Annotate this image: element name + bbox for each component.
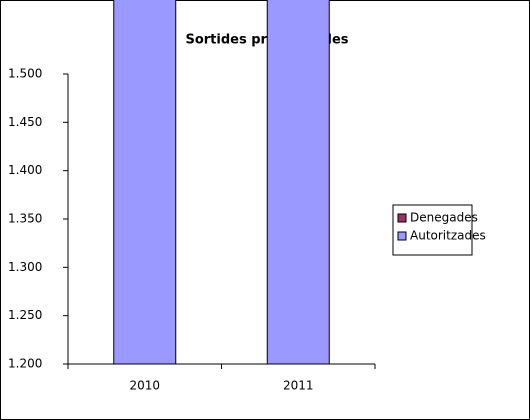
bar-segment (266, 0, 330, 365)
y-tick-label: 1.500 (8, 67, 42, 81)
bar-segment (113, 0, 177, 365)
y-tick-label: 1.250 (8, 308, 42, 322)
y-tick-label: 1.300 (8, 260, 42, 274)
legend-box (392, 204, 473, 256)
legend-label: Autoritzades (410, 229, 486, 243)
x-tick-label: 2011 (283, 379, 314, 393)
x-tick-label: 2010 (129, 379, 160, 393)
y-tick-label: 1.450 (8, 115, 42, 129)
legend-label: Denegades (410, 211, 478, 225)
legend-swatch (397, 213, 407, 223)
y-tick-label: 1.200 (8, 357, 42, 371)
legend-swatch (397, 231, 407, 241)
y-tick-label: 1.350 (8, 212, 42, 226)
y-tick-label: 1.400 (8, 163, 42, 177)
